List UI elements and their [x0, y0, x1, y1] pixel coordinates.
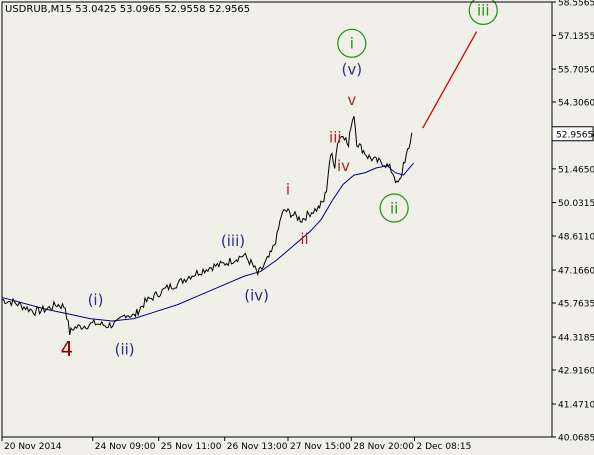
wave-label-circle: [379, 193, 409, 223]
y-tick-label: 47.1660: [558, 267, 594, 277]
wave-label: (i): [88, 291, 104, 309]
wave-label: v: [347, 91, 356, 109]
plot-area: [2, 2, 552, 437]
wave-label: (ii): [115, 340, 135, 358]
wave-label: iv: [337, 157, 350, 175]
y-tick-label: 55.7050: [558, 66, 594, 76]
plot-frame: [1, 1, 553, 438]
x-tick-label: 27 Nov 15:00: [290, 442, 351, 451]
wave-label: 4: [61, 337, 74, 361]
wave-label: i: [350, 35, 354, 53]
x-tick-label: 26 Nov 13:00: [227, 442, 288, 451]
y-tick-label: 51.4650: [558, 165, 594, 175]
y-tick-label: 45.7635: [558, 300, 594, 310]
y-tick-label: 44.3185: [558, 334, 594, 344]
x-tick-label: 20 Nov 2014: [4, 442, 62, 451]
y-tick-label: 58.5565: [558, 0, 594, 9]
wave-label-circle: [468, 0, 498, 25]
current-price-box: [551, 126, 594, 142]
wave-label: (v): [342, 60, 363, 78]
wave-label: iii: [329, 129, 342, 147]
symbol-header: USDRUB,M15 53.0425 53.0965 52.9558 52.95…: [5, 4, 250, 15]
wave-label: ii: [300, 230, 308, 248]
price-line: [1, 116, 413, 335]
wave-label: i: [286, 180, 290, 198]
wave-label: (iii): [221, 232, 245, 250]
y-tick-label: 42.9160: [558, 367, 594, 377]
moving-average-line: [1, 163, 414, 322]
y-tick-label: 48.6110: [558, 233, 594, 243]
y-tick-label: 41.4710: [558, 401, 594, 411]
x-tick-label: 28 Nov 20:00: [353, 442, 414, 451]
x-tick-label: 25 Nov 11:00: [161, 442, 222, 451]
wave-projection-line: [422, 31, 478, 129]
y-tick-label: 54.3060: [558, 99, 594, 109]
y-tick-label: 57.1355: [558, 32, 594, 42]
x-tick-label: 24 Nov 09:00: [95, 442, 156, 451]
y-tick-label: 40.0685: [558, 434, 594, 444]
wave-label: (iv): [244, 286, 269, 304]
y-tick-label: 50.0315: [558, 199, 594, 209]
x-tick-label: 2 Dec 08:15: [417, 442, 472, 451]
wave-label: ii: [390, 199, 398, 217]
wave-label-circle: [337, 28, 367, 58]
wave-label: iii: [477, 2, 490, 20]
current-price-label: 52.9565: [556, 130, 593, 140]
